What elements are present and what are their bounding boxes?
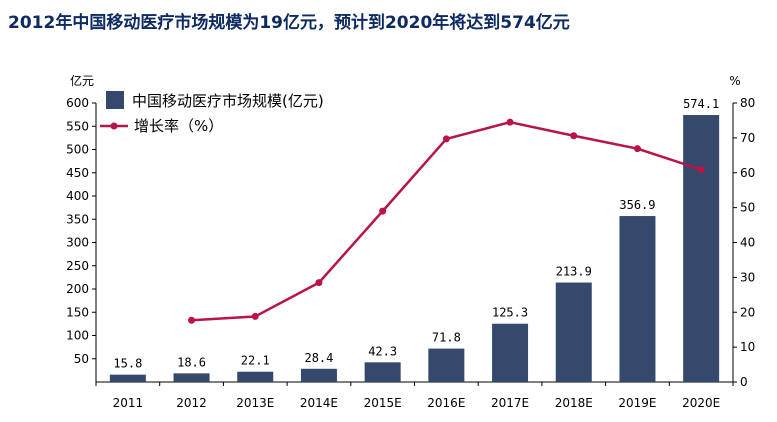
growth-rate-point (633, 145, 641, 153)
bar (492, 323, 529, 382)
bar-data-label: 42.3 (368, 344, 397, 358)
bar (555, 282, 592, 382)
bar-data-label: 22.1 (241, 354, 270, 368)
bar-data-label: 28.4 (304, 351, 333, 365)
x-tick-label: 2019E (618, 396, 656, 410)
chart-title: 2012年中国移动医疗市场规模为19亿元，预计到2020年将达到574亿元 (8, 13, 570, 33)
x-tick-label: 2013E (236, 396, 274, 410)
bar (237, 371, 274, 382)
bar-data-label: 125.3 (492, 306, 528, 320)
right-tick-label: 10 (740, 340, 755, 354)
growth-rate-point (315, 279, 323, 287)
x-tick-label: 2017E (491, 396, 529, 410)
growth-rate-point (442, 135, 450, 143)
left-tick-label: 300 (66, 236, 89, 250)
legend-swatch-marker (110, 122, 118, 130)
growth-rate-point (379, 207, 387, 215)
bar (364, 362, 401, 382)
growth-rate-point (506, 118, 514, 126)
x-tick-label: 2018E (555, 396, 593, 410)
right-tick-label: 0 (740, 375, 748, 389)
right-tick-label: 30 (740, 270, 755, 284)
right-tick-label: 80 (740, 96, 755, 110)
growth-rate-point (251, 312, 259, 320)
left-tick-label: 150 (66, 305, 89, 319)
legend-label-line: 增长率（%） (134, 117, 223, 135)
bar (428, 348, 465, 382)
legend-swatch-bar (106, 91, 124, 109)
bar-data-label: 574.1 (683, 97, 719, 111)
line-series (188, 118, 705, 324)
axes: 亿元 % 50 100 150 200 250 300 350 400 450 500 550 600 0 1… (66, 73, 755, 410)
growth-rate-point (697, 166, 705, 174)
x-tick-label: 2014E (300, 396, 338, 410)
bar (109, 374, 146, 382)
legend: 中国移动医疗市场规模(亿元) 增长率（%） (100, 91, 324, 135)
left-tick-label: 550 (66, 119, 89, 133)
bar (173, 373, 210, 382)
x-tick-label: 2016E (427, 396, 465, 410)
left-axis-unit: 亿元 (70, 73, 94, 88)
x-tick-label: 2012 (176, 396, 207, 410)
right-axis-unit: % (729, 74, 740, 88)
bar-data-label: 213.9 (556, 265, 592, 279)
left-tick-label: 50 (74, 352, 89, 366)
left-tick-label: 350 (66, 212, 89, 226)
right-tick-label: 20 (740, 305, 755, 319)
left-tick-label: 100 (66, 329, 89, 343)
right-tick-label: 40 (740, 236, 755, 250)
left-tick-label: 450 (66, 166, 89, 180)
bar (683, 115, 720, 382)
x-tick-label: 2015E (364, 396, 402, 410)
legend-label-bar: 中国移动医疗市场规模(亿元) (132, 92, 324, 110)
left-tick-label: 400 (66, 189, 89, 203)
bar-data-label: 18.6 (177, 355, 206, 369)
right-tick-label: 50 (740, 201, 755, 215)
data-label-bg (682, 96, 721, 112)
bar-data-label: 356.9 (619, 198, 655, 212)
right-tick-label: 70 (740, 131, 755, 145)
growth-rate-point (570, 132, 578, 140)
bar-series: 15.8 18.6 22.1 28.4 42.3 71.8 125.3 213.9 356.9 5… (109, 96, 721, 382)
left-tick-label: 500 (66, 143, 89, 157)
left-tick-label: 250 (66, 259, 89, 273)
x-tick-label: 2011 (113, 396, 144, 410)
bar-data-label: 71.8 (432, 331, 461, 345)
x-tick-label: 2020E (682, 396, 720, 410)
bar (300, 368, 337, 382)
bar-data-label: 15.8 (113, 357, 142, 371)
growth-rate-point (188, 316, 196, 324)
bar (619, 216, 656, 382)
left-tick-label: 600 (66, 96, 89, 110)
right-tick-label: 60 (740, 166, 755, 180)
left-tick-label: 200 (66, 282, 89, 296)
